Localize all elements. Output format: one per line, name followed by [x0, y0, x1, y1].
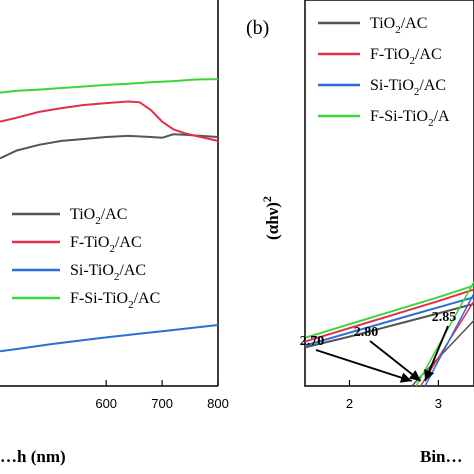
annotation-arrow [315, 349, 413, 383]
x-tick-label: 3 [435, 396, 442, 411]
panel-a-legend: TiO2/AC F-TiO2/AC Si-TiO2/AC F-Si-TiO2/AC [12, 206, 160, 311]
legend-entry: F-Si-TiO2/AC [70, 290, 160, 311]
series-line-1 [304, 302, 474, 349]
x-tick-label: 2 [346, 396, 353, 411]
legend-entry: TiO2/AC [70, 206, 127, 227]
panel-b-frame [304, 0, 474, 387]
legend-entry: F-TiO2/AC [370, 46, 442, 67]
legend-entry: TiO2/AC [370, 15, 427, 36]
annotation-arrow [369, 340, 422, 382]
panel-a-x-axis-label: …h (nm) [0, 447, 66, 466]
series-line-1 [0, 133, 219, 160]
legend-entry: Si-TiO2/AC [370, 77, 446, 98]
panel-b-y-axis-label: (αhν)2 [260, 196, 282, 240]
panel-b-label: (b) [246, 17, 269, 39]
bandgap-annotation: 2.80 [354, 325, 379, 340]
panel-b-y-label-base: (αhν) [263, 202, 282, 240]
legend-entry: Si-TiO2/AC [70, 262, 146, 283]
x-tick-label: 800 [207, 396, 229, 411]
series-line-4 [0, 78, 219, 94]
x-tick-label: 700 [151, 396, 173, 411]
series-line-2 [304, 288, 474, 343]
panel-a-ticks: 600 700 800 [95, 380, 229, 411]
legend-entry: F-TiO2/AC [70, 234, 142, 255]
series-line-2 [0, 100, 219, 142]
panel-b-series [304, 284, 474, 349]
bandgap-annotation: 2.85 [432, 310, 457, 325]
panel-a-series [0, 78, 219, 353]
bandgap-annotation: 2.70 [300, 334, 325, 349]
panel-b-annotations: 2.70 2.80 2.85 [300, 310, 457, 383]
legend-entry: F-Si-TiO2/A [370, 108, 450, 129]
series-line-3 [0, 324, 219, 353]
annotation-arrow [424, 325, 449, 382]
series-line-3 [304, 296, 474, 347]
panel-b-y-label-sup: 2 [260, 196, 274, 202]
panel-b-tangent-lines [411, 281, 474, 387]
x-tick-label: 600 [95, 396, 117, 411]
panel-b-legend: TiO2/AC F-TiO2/AC Si-TiO2/AC F-Si-TiO2/A [318, 15, 450, 129]
panel-b-x-axis-label: Bin… [420, 447, 463, 466]
series-line-4 [304, 284, 474, 339]
panel-a: 600 700 800 TiO2/AC F-TiO2/AC Si-TiO2/AC F-Si… [0, 0, 229, 466]
tangent-line-3 [424, 293, 474, 387]
